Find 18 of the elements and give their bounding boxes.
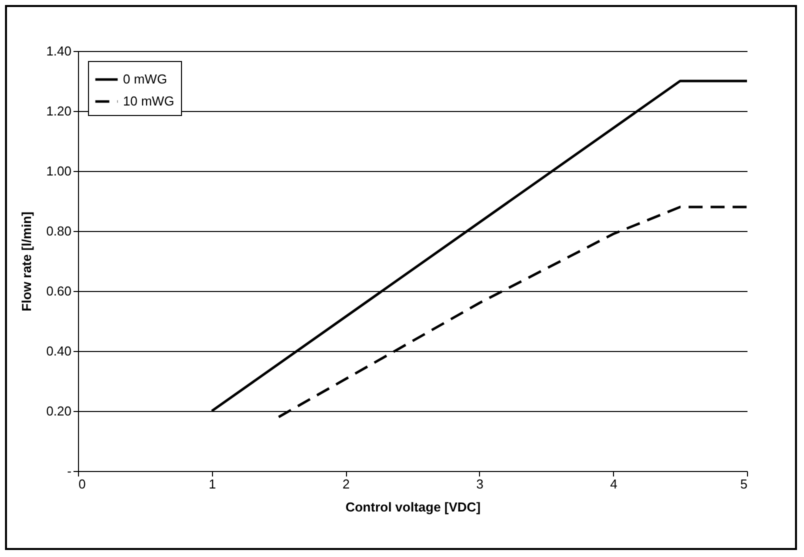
y-tick-label: - [67, 464, 72, 478]
y-tick-label: 0.80 [46, 224, 72, 238]
y-tick-label: 0.20 [46, 404, 72, 418]
y-tick-label: 1.40 [46, 44, 72, 58]
y-tick-label: 1.00 [46, 164, 72, 178]
legend-label: 0 mWG [123, 72, 168, 86]
x-tick-label: 4 [610, 476, 618, 492]
y-axis-title: Flow rate [l/min] [19, 212, 34, 312]
x-tick-label: 0 [78, 476, 86, 492]
y-tick-label: 0.60 [46, 284, 72, 298]
y-tick-label: 0.40 [46, 344, 72, 358]
legend-label: 10 mWG [123, 94, 174, 108]
y-tick-label: 1.20 [46, 104, 72, 118]
x-tick-label: 3 [476, 476, 484, 492]
x-tick-label: 5 [740, 476, 748, 492]
x-tick-label: 1 [208, 476, 216, 492]
x-axis-title: Control voltage [VDC] [345, 500, 481, 514]
x-tick-label: 2 [342, 476, 350, 492]
